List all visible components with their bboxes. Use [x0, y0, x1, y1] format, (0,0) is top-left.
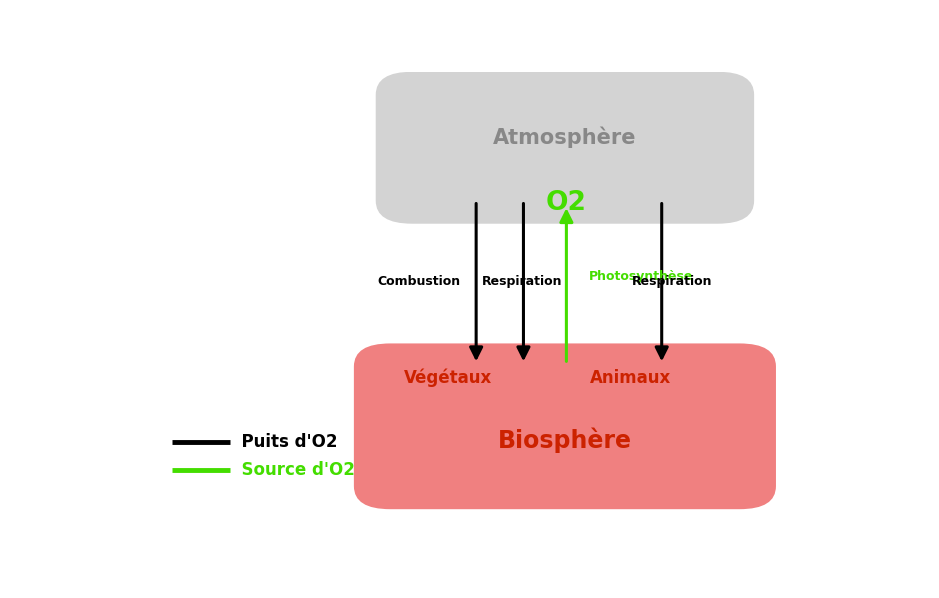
Text: Respiration: Respiration — [632, 274, 712, 288]
Text: Biosphère: Biosphère — [498, 428, 632, 453]
Text: Photosynthèse: Photosynthèse — [589, 270, 693, 283]
FancyBboxPatch shape — [376, 72, 754, 224]
Text: Atmosphère: Atmosphère — [493, 126, 637, 148]
Text: Source d'O2: Source d'O2 — [230, 461, 355, 479]
Text: Puits d'O2: Puits d'O2 — [230, 434, 338, 451]
Text: Animaux: Animaux — [590, 369, 671, 387]
Text: Combustion: Combustion — [377, 274, 461, 288]
FancyBboxPatch shape — [354, 343, 776, 509]
Text: O2: O2 — [546, 190, 587, 216]
Text: Végétaux: Végétaux — [405, 369, 493, 388]
Text: Respiration: Respiration — [482, 274, 562, 288]
